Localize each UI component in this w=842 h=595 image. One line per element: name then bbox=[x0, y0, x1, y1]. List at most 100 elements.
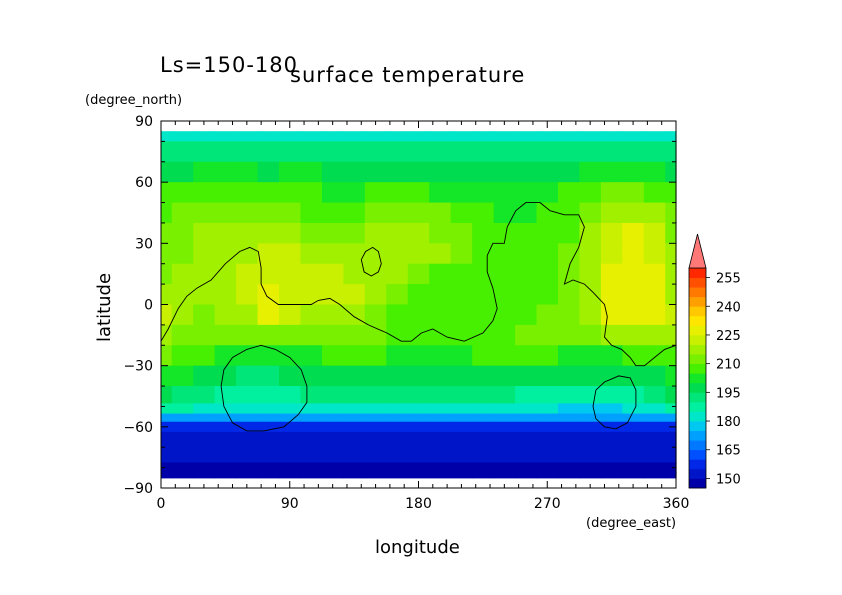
field-cell bbox=[386, 452, 409, 464]
field-cell bbox=[236, 386, 259, 404]
field-cell bbox=[536, 462, 559, 474]
field-cell bbox=[622, 304, 645, 326]
field-cell bbox=[536, 452, 559, 464]
field-cell bbox=[161, 202, 173, 224]
field-cell bbox=[472, 413, 495, 423]
field-cell bbox=[279, 263, 302, 285]
colorbar-swatch bbox=[689, 459, 706, 470]
colorbar-extend-arrow bbox=[688, 233, 707, 269]
y-tick-label: 0 bbox=[144, 298, 153, 314]
field-cell bbox=[515, 431, 538, 443]
field-cell bbox=[665, 141, 677, 163]
field-cell bbox=[407, 442, 430, 453]
field-cell bbox=[214, 304, 237, 326]
field-cell bbox=[236, 182, 259, 204]
field-cell bbox=[321, 304, 344, 326]
field-cell bbox=[622, 421, 645, 433]
field-cell bbox=[161, 284, 173, 306]
field-cell bbox=[622, 263, 645, 285]
field-cell bbox=[515, 421, 538, 433]
y-unit-label: (degree_north) bbox=[85, 93, 182, 108]
field-cell bbox=[161, 304, 173, 326]
field-cell bbox=[450, 131, 473, 142]
field-cell bbox=[665, 304, 677, 326]
field-cell bbox=[643, 284, 666, 306]
field-cell bbox=[193, 413, 216, 423]
field-cell bbox=[557, 182, 581, 204]
field-cell bbox=[429, 202, 452, 224]
field-cell bbox=[600, 243, 623, 265]
field-cell bbox=[429, 141, 452, 163]
field-cell bbox=[300, 442, 323, 453]
field-cell bbox=[364, 141, 387, 163]
field-cell bbox=[600, 403, 623, 415]
colorbar-swatch bbox=[689, 354, 706, 365]
field-cell bbox=[429, 413, 452, 423]
x-tick-label: 360 bbox=[663, 496, 690, 512]
field-cell bbox=[171, 141, 194, 163]
field-cell bbox=[193, 403, 216, 415]
field-cell bbox=[493, 263, 516, 285]
field-cell bbox=[236, 263, 259, 285]
field-cell bbox=[161, 141, 173, 163]
field-cell bbox=[214, 161, 237, 183]
colorbar-swatch bbox=[689, 449, 706, 460]
field-cell bbox=[343, 365, 366, 387]
field-cell bbox=[171, 161, 194, 183]
field-cell bbox=[193, 243, 216, 265]
field-cell bbox=[171, 386, 194, 404]
field-cell bbox=[450, 243, 473, 265]
field-cell bbox=[515, 472, 538, 479]
field-cell bbox=[321, 403, 344, 415]
field-cell bbox=[515, 243, 538, 265]
field-cell bbox=[171, 462, 194, 474]
field-cell bbox=[557, 386, 581, 404]
field-cell bbox=[557, 131, 581, 142]
field-cell bbox=[429, 131, 452, 142]
field-cell bbox=[579, 243, 602, 265]
field-cell bbox=[236, 141, 259, 163]
field-cell bbox=[429, 472, 452, 479]
field-cell bbox=[557, 345, 581, 367]
field-cell bbox=[257, 472, 280, 479]
field-cell bbox=[557, 243, 581, 265]
field-cell bbox=[386, 386, 409, 404]
field-cell bbox=[472, 304, 495, 326]
field-cell bbox=[472, 202, 495, 224]
field-cell bbox=[300, 182, 323, 204]
field-cell bbox=[171, 345, 194, 367]
field-cell bbox=[193, 345, 216, 367]
field-cell bbox=[343, 161, 366, 183]
field-cell bbox=[515, 182, 538, 204]
field-cell bbox=[472, 345, 495, 367]
field-cell bbox=[407, 243, 430, 265]
field-cell bbox=[600, 202, 623, 224]
field-cell bbox=[643, 182, 666, 204]
field-cell bbox=[161, 413, 173, 423]
temperature-field bbox=[161, 131, 677, 479]
field-cell bbox=[279, 304, 302, 326]
field-cell bbox=[643, 304, 666, 326]
field-cell bbox=[622, 345, 645, 367]
field-cell bbox=[622, 431, 645, 443]
field-cell bbox=[321, 131, 344, 142]
x-tick-label: 180 bbox=[405, 496, 432, 512]
field-cell bbox=[386, 472, 409, 479]
field-cell bbox=[161, 386, 173, 404]
field-cell bbox=[429, 263, 452, 285]
field-cell bbox=[665, 413, 677, 423]
field-cell bbox=[321, 472, 344, 479]
field-cell bbox=[386, 442, 409, 453]
field-cell bbox=[386, 421, 409, 433]
field-cell bbox=[236, 222, 259, 244]
colorbar-swatch bbox=[689, 430, 706, 441]
field-cell bbox=[472, 263, 495, 285]
colorbar-tick-label: 180 bbox=[716, 415, 741, 430]
field-cell bbox=[214, 386, 237, 404]
field-cell bbox=[536, 324, 559, 346]
field-cell bbox=[171, 324, 194, 346]
field-cell bbox=[579, 161, 602, 183]
field-cell bbox=[579, 431, 602, 443]
field-cell bbox=[450, 345, 473, 367]
field-cell bbox=[407, 386, 430, 404]
